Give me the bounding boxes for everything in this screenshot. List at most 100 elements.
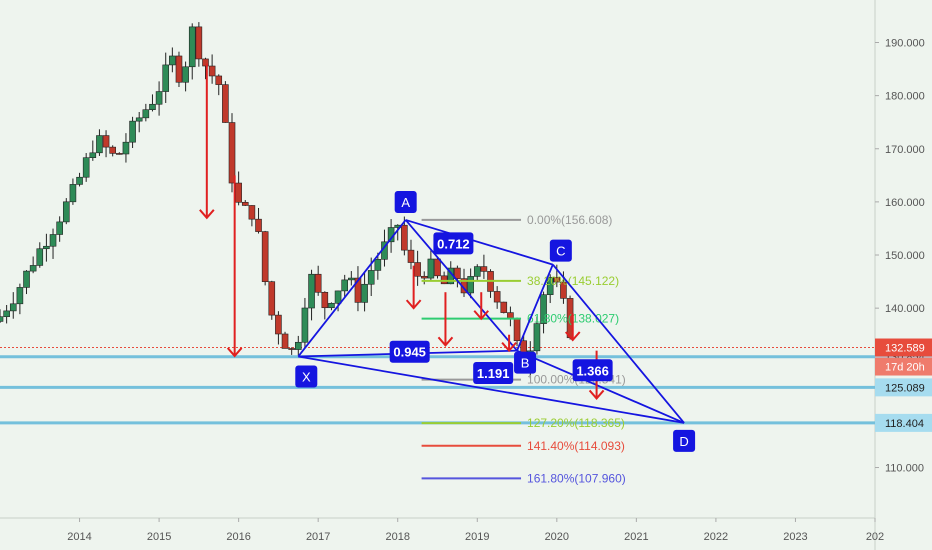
x-tick-label: 2018 <box>385 531 409 543</box>
bull-candle <box>533 316 541 355</box>
pattern-point-label: D <box>679 434 688 449</box>
bull-candle <box>473 264 481 281</box>
bear-candle <box>321 291 329 320</box>
x-tick-label: 2019 <box>465 531 489 543</box>
bear-candle <box>109 145 116 157</box>
down-arrow-icon <box>437 292 454 347</box>
x-tick-label: 2020 <box>545 531 569 543</box>
ratio-label: 0.712 <box>437 236 470 251</box>
countdown-label: 17d 20h <box>885 362 925 374</box>
bull-candle <box>188 23 196 80</box>
bull-candle <box>361 272 368 312</box>
bear-candle <box>493 286 501 309</box>
bear-candle <box>275 311 282 345</box>
bull-candle <box>36 242 44 268</box>
y-tick-label: 170.000 <box>885 144 925 156</box>
ratio-label: 1.191 <box>477 366 510 381</box>
bull-candle <box>49 228 57 259</box>
pattern-point-box <box>673 429 696 452</box>
bull-candle <box>129 116 136 149</box>
bull-candle <box>427 250 435 281</box>
current-price-label: 132.589 <box>885 343 925 355</box>
bear-candle <box>268 280 276 320</box>
bull-candle <box>16 283 24 315</box>
fib-level-label: 38.20%(145.122) <box>527 274 619 288</box>
fib-level-label: 141.40%(114.093) <box>527 439 625 453</box>
ratio-label-box <box>433 232 474 255</box>
bear-candle <box>208 54 216 84</box>
pattern-line <box>405 219 554 266</box>
bear-candle <box>102 130 110 158</box>
bull-candle <box>135 112 143 133</box>
bear-candle <box>248 205 256 227</box>
ratio-label-box <box>572 359 613 382</box>
ratio-label: 0.945 <box>393 345 426 360</box>
y-tick-label: 140.000 <box>885 303 925 315</box>
bull-candle <box>9 292 17 319</box>
pattern-point-box <box>394 190 417 213</box>
x-tick-label: 2015 <box>147 531 171 543</box>
bull-candle <box>29 256 37 274</box>
down-arrow-icon <box>473 292 490 321</box>
down-arrow-icon <box>564 313 581 342</box>
pattern-point-label: X <box>302 369 311 384</box>
bull-candle <box>43 233 50 262</box>
bull-candle <box>3 305 10 324</box>
fib-level-label: 161.80%(107.960) <box>527 471 626 485</box>
price-label-box <box>875 378 932 397</box>
bull-candle <box>89 140 97 161</box>
pattern-line <box>297 219 407 358</box>
pattern-point-label: A <box>401 195 410 210</box>
ratio-label-box <box>389 340 430 363</box>
pattern-point-box <box>549 239 572 262</box>
bear-candle <box>202 57 209 80</box>
bear-candle <box>261 230 269 286</box>
bear-candle <box>480 254 488 279</box>
bull-candle <box>162 52 170 103</box>
bull-candle <box>56 216 63 242</box>
bull-candle <box>328 302 335 311</box>
x-tick-label: 202 <box>866 531 884 543</box>
x-tick-label: 2017 <box>306 531 330 543</box>
current-price-box <box>875 338 932 357</box>
bull-candle <box>122 133 130 163</box>
bear-candle <box>195 22 203 67</box>
x-tick-label: 2016 <box>226 531 250 543</box>
bull-candle <box>82 153 90 182</box>
fib-level-label: 127.20%(118.365) <box>527 416 625 430</box>
x-tick-label: 2014 <box>67 531 91 543</box>
y-tick-label: 150.000 <box>885 250 925 262</box>
pattern-line <box>516 349 685 424</box>
bear-candle <box>407 239 415 270</box>
bull-candle <box>301 297 309 349</box>
down-arrow-icon <box>501 334 517 353</box>
bull-candle <box>374 252 382 280</box>
price-label: 125.089 <box>885 382 925 394</box>
pattern-line <box>552 264 685 424</box>
bull-candle <box>467 268 474 299</box>
pattern-line <box>298 355 685 424</box>
bear-candle <box>440 271 448 285</box>
bear-candle <box>500 301 508 314</box>
pattern-line <box>404 219 518 352</box>
pattern-point-label: B <box>521 356 530 371</box>
y-tick-label: 180.000 <box>885 91 925 103</box>
ratio-label: 1.366 <box>576 363 609 378</box>
bear-candle <box>420 271 428 285</box>
bull-candle <box>62 198 70 225</box>
bear-candle <box>255 207 262 234</box>
bear-candle <box>454 265 461 288</box>
down-arrow-icon <box>405 265 422 310</box>
price-label: 118.404 <box>885 418 924 430</box>
pattern-point-label: C <box>556 244 565 259</box>
x-tick-label: 2021 <box>624 531 648 543</box>
bear-candle <box>354 266 362 312</box>
bull-candle <box>546 274 554 304</box>
y-tick-label: 190.000 <box>885 38 925 50</box>
countdown-box <box>875 357 932 376</box>
bull-candle <box>348 271 355 286</box>
bear-candle <box>116 152 123 155</box>
bull-candle <box>96 129 103 156</box>
